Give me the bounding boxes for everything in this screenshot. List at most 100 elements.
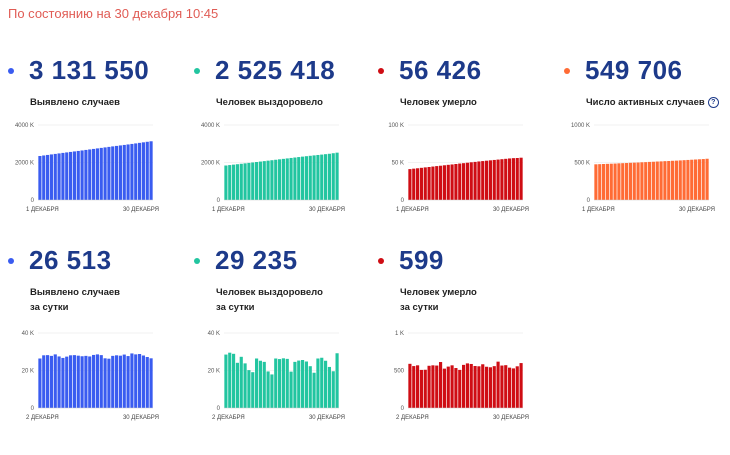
chart-bar[interactable] [504, 158, 508, 200]
chart-bar[interactable] [485, 366, 489, 408]
chart-bar[interactable] [281, 358, 285, 408]
chart-bar[interactable] [65, 152, 69, 200]
chart-bar[interactable] [239, 356, 243, 408]
chart-bar[interactable] [301, 156, 305, 200]
chart-bar[interactable] [297, 157, 301, 200]
chart-bar[interactable] [84, 355, 88, 408]
chart-bar[interactable] [465, 363, 469, 408]
chart-bar[interactable] [130, 143, 134, 200]
chart-bar[interactable] [331, 153, 335, 200]
chart-bar[interactable] [126, 144, 130, 200]
chart-bar[interactable] [107, 146, 111, 200]
chart-bar[interactable] [232, 164, 236, 200]
chart-bar[interactable] [465, 162, 469, 200]
chart-bar[interactable] [515, 366, 519, 408]
chart-bar[interactable] [519, 157, 523, 200]
chart-bar[interactable] [92, 148, 96, 200]
chart-bar[interactable] [648, 161, 652, 200]
chart-bar[interactable] [270, 374, 274, 408]
chart-bar[interactable] [462, 364, 466, 408]
chart-bar[interactable] [496, 361, 500, 408]
chart-bar[interactable] [293, 361, 297, 408]
chart-bar[interactable] [690, 159, 694, 200]
chart-bar[interactable] [69, 151, 73, 200]
chart-bar[interactable] [88, 149, 92, 200]
chart-bar[interactable] [293, 157, 297, 200]
chart-bar[interactable] [289, 157, 293, 200]
chart-bar[interactable] [423, 167, 427, 200]
chart-bar[interactable] [80, 356, 84, 408]
chart-bar[interactable] [278, 159, 282, 200]
chart-bar[interactable] [95, 354, 99, 408]
chart-bar[interactable] [243, 163, 247, 200]
chart-bar[interactable] [416, 168, 420, 200]
chart-bar[interactable] [141, 355, 145, 409]
chart-bar[interactable] [145, 357, 149, 408]
chart-bar[interactable] [72, 151, 76, 200]
chart-bar[interactable] [439, 362, 443, 408]
chart-bar[interactable] [500, 159, 504, 200]
chart-bar[interactable] [285, 158, 289, 200]
chart-bar[interactable] [609, 163, 613, 200]
chart-bar[interactable] [145, 141, 149, 200]
chart-bar[interactable] [312, 372, 316, 408]
chart-bar[interactable] [115, 355, 119, 408]
chart-bar[interactable] [251, 372, 255, 408]
chart-bar[interactable] [640, 162, 644, 200]
chart-bar[interactable] [605, 163, 609, 200]
chart-bar[interactable] [42, 155, 46, 200]
chart-bar[interactable] [107, 358, 111, 408]
chart-bar[interactable] [138, 354, 142, 408]
chart-bar[interactable] [115, 145, 119, 200]
info-icon[interactable]: ? [707, 96, 719, 108]
chart-bar[interactable] [655, 161, 659, 200]
chart-bar[interactable] [255, 358, 259, 409]
chart-bar[interactable] [42, 355, 46, 408]
chart-bar[interactable] [224, 354, 228, 408]
chart-bar[interactable] [678, 160, 682, 200]
chart-bar[interactable] [228, 165, 232, 200]
chart-bar[interactable] [446, 164, 450, 200]
chart-bar[interactable] [335, 152, 339, 200]
chart-bar[interactable] [138, 142, 142, 200]
chart-bar[interactable] [297, 360, 301, 408]
chart-bar[interactable] [304, 156, 308, 200]
chart-bar[interactable] [65, 356, 69, 408]
chart-bar[interactable] [416, 365, 420, 408]
chart-bar[interactable] [423, 369, 427, 408]
chart-bar[interactable] [427, 167, 431, 200]
chart-bar[interactable] [118, 145, 122, 200]
chart-bar[interactable] [274, 159, 278, 200]
chart-bar[interactable] [632, 162, 636, 200]
chart-bar[interactable] [671, 160, 675, 200]
chart-bar[interactable] [118, 355, 122, 408]
chart-bar[interactable] [324, 360, 328, 408]
chart-bar[interactable] [473, 161, 477, 200]
chart-bar[interactable] [458, 163, 462, 200]
chart-bar[interactable] [289, 371, 293, 408]
chart-bar[interactable] [103, 147, 107, 200]
chart-bar[interactable] [686, 159, 690, 200]
chart-bar[interactable] [485, 160, 489, 200]
chart-bar[interactable] [435, 166, 439, 200]
chart-bar[interactable] [477, 366, 481, 408]
chart-bar[interactable] [301, 360, 305, 408]
chart-bar[interactable] [511, 368, 515, 408]
chart-bar[interactable] [320, 154, 324, 200]
chart-bar[interactable] [53, 354, 57, 408]
chart-bar[interactable] [84, 149, 88, 200]
chart-bar[interactable] [262, 361, 266, 408]
chart-bar[interactable] [488, 367, 492, 408]
chart-bar[interactable] [228, 352, 232, 408]
chart-bar[interactable] [663, 161, 667, 200]
chart-bar[interactable] [515, 158, 519, 200]
chart-bar[interactable] [488, 160, 492, 200]
chart-bar[interactable] [508, 158, 512, 200]
chart-bar[interactable] [281, 158, 285, 200]
chart-bar[interactable] [76, 355, 80, 408]
chart-bar[interactable] [508, 367, 512, 408]
chart-bar[interactable] [46, 154, 50, 200]
chart-bar[interactable] [255, 162, 259, 200]
chart-bar[interactable] [625, 163, 629, 200]
chart-bar[interactable] [308, 366, 312, 408]
